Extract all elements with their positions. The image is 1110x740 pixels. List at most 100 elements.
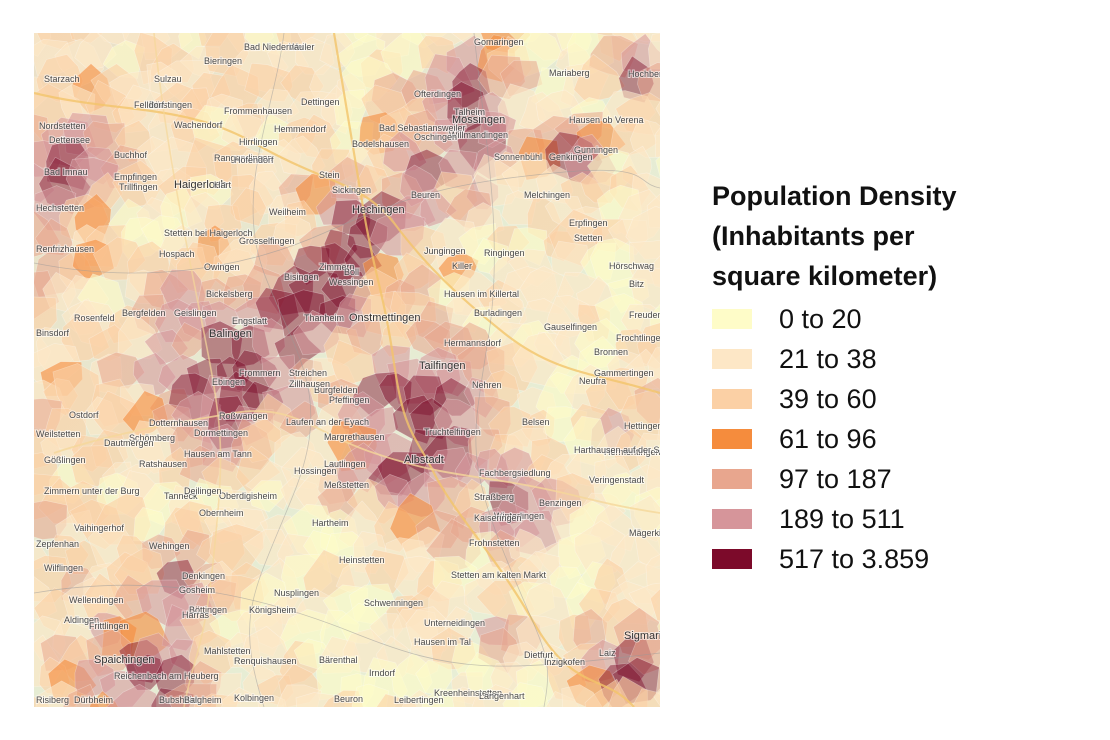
density-area <box>200 320 244 365</box>
legend-title-line: (Inhabitants per <box>712 221 915 251</box>
place-label: Weiler <box>289 42 314 52</box>
place-label: Frittlingen <box>89 621 129 631</box>
legend-label: 97 to 187 <box>779 463 892 494</box>
place-label: Leibertingen <box>394 695 444 705</box>
legend-label: 0 to 20 <box>779 303 862 334</box>
place-label: Truchtelfingen <box>424 427 481 437</box>
place-label: Wachendorf <box>174 120 223 130</box>
place-label: Rosenfeld <box>74 313 115 323</box>
place-label: Bärenthal <box>319 655 358 665</box>
place-label: Bad Sebastiansweiler <box>379 123 466 133</box>
place-label: Hirrlingen <box>239 137 278 147</box>
place-label: Hermentingen <box>604 447 660 457</box>
density-area <box>89 690 119 707</box>
place-label: Bodelshausen <box>352 139 409 149</box>
density-area <box>628 631 660 676</box>
place-label: Gosheim <box>179 585 215 595</box>
place-label: Margrethausen <box>324 432 385 442</box>
place-label: Mariaberg <box>549 68 590 78</box>
place-label: Frohnstetten <box>469 538 520 548</box>
place-label: Dettensee <box>49 135 90 145</box>
legend-label: 61 to 96 <box>779 423 877 454</box>
place-label: Neufra <box>579 376 606 386</box>
place-label: Harthausen auf der Scher <box>574 445 660 455</box>
place-label: Wessingen <box>329 277 373 287</box>
legend-items: 0 to 20 21 to 38 39 to 60 61 to 96 97 to… <box>712 299 1092 579</box>
place-label: Bad Imnau <box>44 167 88 177</box>
place-label: Hettingen <box>624 421 660 431</box>
place-label: Ratshausen <box>139 459 187 469</box>
place-label: Bisingen <box>284 272 319 282</box>
density-area <box>221 686 262 707</box>
density-area <box>292 245 331 286</box>
place-label: Burgfelden <box>314 385 358 395</box>
place-label: Höfendorf <box>234 155 274 165</box>
legend-swatch <box>712 429 752 449</box>
density-area <box>331 339 378 386</box>
place-label: Mössingen <box>452 114 505 126</box>
legend-item: 189 to 511 <box>712 499 1092 539</box>
density-area <box>657 621 660 636</box>
legend-item: 0 to 20 <box>712 299 1092 339</box>
legend-label: 39 to 60 <box>779 383 877 414</box>
place-label: Hausen im Killertal <box>444 289 519 299</box>
place-label: Gauselfingen <box>544 322 597 332</box>
density-area <box>637 62 660 102</box>
place-label: Reichenbach am Heuberg <box>114 671 219 681</box>
place-label: Bergfelden <box>122 308 166 318</box>
place-label: Hausen am Tann <box>184 449 252 459</box>
place-label: Zimmern <box>319 262 355 272</box>
place-label: Mahlstetten <box>204 646 251 656</box>
place-label: Schömberg <box>129 433 175 443</box>
place-label: Boll <box>344 267 359 277</box>
legend-swatch <box>712 389 752 409</box>
place-label: Streichen <box>289 368 327 378</box>
place-label: Dürbheim <box>74 695 113 705</box>
place-label: Bitz <box>629 279 645 289</box>
place-label: Gammertingen <box>594 368 654 378</box>
place-label: Denkingen <box>182 571 225 581</box>
density-area <box>157 354 201 397</box>
density-area <box>653 688 660 707</box>
density-area <box>649 588 660 621</box>
place-label: Oberdigisheim <box>219 491 277 501</box>
density-area <box>351 683 390 707</box>
place-label: Hossingen <box>294 466 337 476</box>
place-label: Balgheim <box>184 695 222 705</box>
place-label: Zepfenhan <box>36 539 79 549</box>
place-label: Irndorf <box>369 668 396 678</box>
density-area <box>320 242 361 285</box>
place-label: Stetten am kalten Markt <box>451 570 547 580</box>
place-label: Hart <box>214 180 232 190</box>
density-area <box>287 269 348 320</box>
place-label: Nusplingen <box>274 588 319 598</box>
place-label: Bickelsberg <box>206 289 253 299</box>
density-area <box>502 682 551 707</box>
legend-label: 21 to 38 <box>779 343 877 374</box>
legend-label: 517 to 3.859 <box>779 543 930 574</box>
density-area <box>295 692 334 707</box>
density-area <box>419 186 458 228</box>
place-label: Stein <box>319 170 340 180</box>
place-label: Albstadt <box>404 454 444 466</box>
place-label: Sulzau <box>154 74 182 84</box>
place-label: Böttingen <box>189 605 227 615</box>
place-label: Engstlatt <box>232 316 268 326</box>
place-label: Nordstetten <box>39 121 86 131</box>
place-label: Gößlingen <box>44 455 86 465</box>
place-label: Haigerloch <box>174 179 227 191</box>
density-area <box>268 265 314 317</box>
place-label: Erpfingen <box>569 218 608 228</box>
place-label: Bieringen <box>204 56 242 66</box>
place-label: Binsdorf <box>36 328 70 338</box>
density-area <box>231 187 267 227</box>
place-label: Weilheim <box>269 207 306 217</box>
place-label: Kaiseringen <box>474 513 522 523</box>
place-label: Harras <box>182 610 210 620</box>
place-label: Bronnen <box>594 347 628 357</box>
density-area <box>323 229 358 267</box>
place-label: Burladingen <box>474 308 522 318</box>
place-label: Wilflingen <box>44 563 83 573</box>
place-label: Beuren <box>411 190 440 200</box>
place-label: Owingen <box>204 262 240 272</box>
